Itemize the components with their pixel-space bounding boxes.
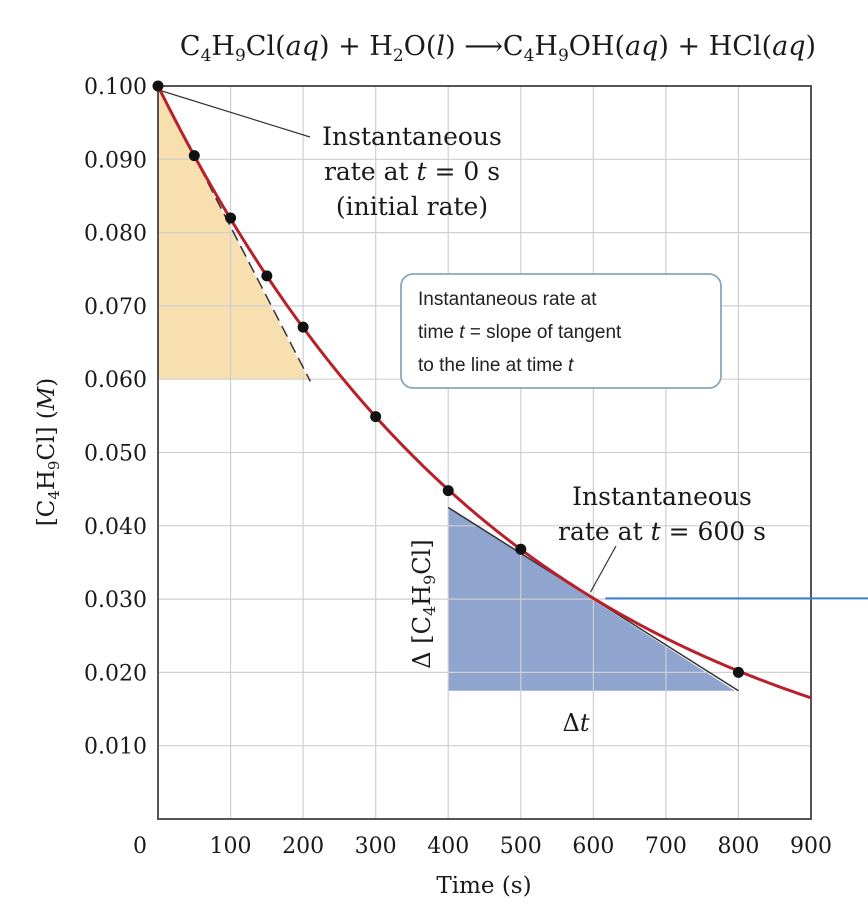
x-tick-label: 500: [500, 834, 542, 859]
initial-rate-label-line1: Instantaneous: [322, 122, 502, 151]
initial-rate-label-line3: (initial rate): [336, 192, 488, 221]
x-tick-labels: 100 200 300 400 500 600 700 800 900: [210, 834, 832, 859]
x-tick-label: 600: [572, 834, 614, 859]
y-tick-label: 0.030: [84, 588, 147, 613]
explanation-line1: Instantaneous rate at: [418, 289, 597, 310]
y-tick-label: 0.020: [84, 661, 147, 686]
delta-concentration-label: Δ [C4H9Cl]: [408, 539, 439, 668]
data-point: [442, 485, 454, 497]
x-tick-label: 400: [427, 834, 469, 859]
explanation-line2: time t = slope of tangent: [418, 322, 622, 343]
y-tick-label: 0.070: [84, 295, 147, 320]
data-point: [297, 321, 309, 333]
y-tick-label: 0.010: [84, 735, 147, 760]
y-axis-title: [C4H9Cl] (M): [34, 378, 63, 527]
x-tick-label: 300: [355, 834, 397, 859]
y-tick-label: 0.080: [84, 222, 147, 247]
rate-600-pointer: [589, 545, 617, 593]
data-point: [261, 270, 273, 282]
data-point: [188, 150, 200, 162]
origin-tick-label: 0: [133, 834, 147, 859]
x-tick-label: 900: [790, 834, 832, 859]
grid-lines: [158, 86, 811, 819]
delta-time-label: Δt: [563, 709, 590, 737]
x-tick-label: 100: [210, 834, 252, 859]
y-tick-labels: 0.010 0.020 0.030 0.040 0.050 0.060 0.070 0.080…: [84, 75, 147, 760]
y-tick-label: 0.060: [84, 368, 147, 393]
y-tick-label: 0.100: [84, 75, 147, 100]
explanation-line3: to the line at time t: [418, 355, 574, 376]
initial-rate-pointer: [161, 90, 311, 138]
data-point: [732, 666, 744, 678]
data-point: [225, 212, 237, 224]
data-point: [370, 411, 382, 423]
data-point: [515, 543, 527, 555]
x-axis-title: Time (s): [436, 873, 531, 899]
explanation-box: [400, 273, 722, 389]
y-tick-label: 0.090: [84, 148, 147, 173]
y-tick-label: 0.050: [84, 442, 147, 467]
initial-rate-label-line2: rate at t = 0 s: [324, 157, 500, 186]
x-tick-label: 800: [717, 834, 759, 859]
rate-600-label-line2: rate at t = 600 s: [558, 517, 766, 546]
x-tick-label: 700: [645, 834, 687, 859]
data-point: [152, 80, 164, 92]
plot-frame: [157, 85, 812, 820]
reaction-equation: C4H9Cl(aq) + H2O(l) ⟶C4H9OH(aq) + HCl(aq…: [180, 31, 816, 66]
y-tick-label: 0.040: [84, 515, 147, 540]
data-points: [152, 80, 744, 678]
rate-600-label-line1: Instantaneous: [572, 482, 752, 511]
x-tick-label: 200: [282, 834, 324, 859]
